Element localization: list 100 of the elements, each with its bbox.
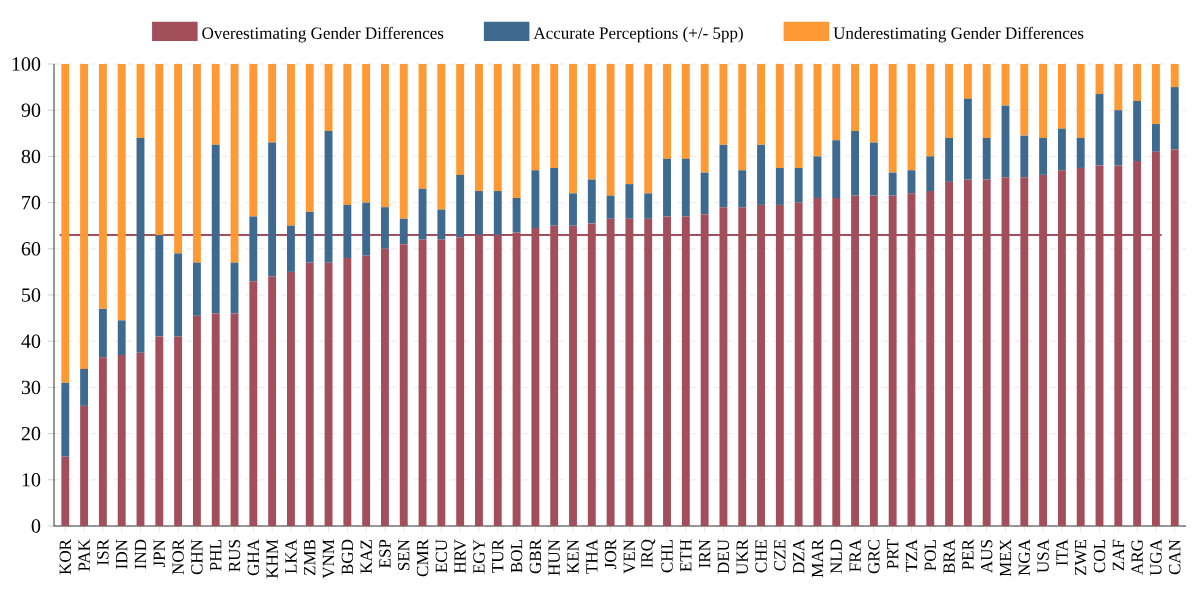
y-tick-label: 60 [21, 242, 41, 256]
bar [381, 248, 389, 526]
bar [625, 64, 634, 185]
x-tick-label: POL [924, 540, 936, 571]
x-tick-label: CHE [755, 539, 767, 573]
x-tick-label: BGD [341, 539, 354, 575]
bar [550, 64, 559, 168]
x-tick-label: UGA [1150, 539, 1162, 576]
bar [362, 64, 371, 203]
bar [1039, 64, 1048, 138]
bar [437, 239, 446, 526]
y-tick-label: 0 [31, 519, 41, 533]
bar [117, 64, 126, 321]
bar [945, 137, 954, 182]
x-tick-label: NGA [1018, 539, 1030, 576]
x-tick-label: CHL [661, 540, 673, 573]
x-tick-label: CMR [416, 539, 429, 577]
x-tick-label: PHL [210, 540, 222, 571]
x-tick-label: IDN [116, 539, 128, 569]
x-tick-label: PAK [78, 539, 90, 572]
bar [681, 64, 690, 159]
bar [268, 142, 277, 277]
bar [606, 195, 615, 219]
bar [700, 172, 709, 215]
bar [286, 64, 295, 226]
bar [832, 140, 841, 198]
bar [343, 258, 352, 526]
bar [1057, 128, 1066, 171]
bar [399, 218, 408, 245]
y-tick-label: 100 [12, 57, 41, 71]
bar [644, 64, 653, 194]
x-tick-label: GBR [529, 539, 542, 574]
bar [681, 158, 690, 217]
bar [794, 167, 803, 203]
bar [211, 313, 220, 526]
legend-label: Underestimating Gender Differences [833, 26, 1084, 43]
bar [437, 209, 446, 240]
bar [437, 64, 446, 210]
bar [1133, 100, 1142, 162]
bar [512, 64, 521, 198]
bar [587, 179, 596, 224]
bar [982, 137, 991, 180]
bar [418, 239, 427, 526]
bar [362, 255, 371, 526]
bar [1133, 64, 1142, 101]
bar [493, 64, 502, 192]
bar [738, 64, 747, 171]
bar [625, 184, 634, 219]
x-tick-label: NOR [172, 539, 184, 575]
y-tick-label: 50 [22, 288, 41, 302]
x-tick-label: BOL [510, 540, 523, 573]
x-tick-label: ECU [435, 539, 448, 573]
bar [1057, 64, 1066, 129]
x-tick-label: GHA [247, 539, 260, 576]
bar [117, 355, 126, 526]
bar [117, 320, 126, 356]
x-tick-label: SEN [398, 539, 410, 571]
bar [418, 64, 427, 189]
bar [512, 197, 521, 233]
bar [1076, 137, 1085, 168]
x-tick-label: VNM [322, 539, 335, 579]
bar [174, 253, 183, 337]
bar [80, 64, 89, 369]
bar [155, 234, 164, 337]
bar [155, 336, 164, 526]
bar [963, 98, 972, 180]
x-tick-label: PER [962, 539, 974, 570]
bar [249, 281, 258, 526]
bar [663, 64, 671, 159]
bar [644, 193, 653, 219]
x-tick-label: DEU [717, 539, 730, 574]
bar [211, 144, 220, 314]
bar [286, 271, 295, 526]
x-tick-label: PRT [887, 539, 899, 569]
bar [869, 142, 878, 196]
bar [362, 202, 371, 256]
bar [569, 193, 577, 226]
bar [1170, 87, 1179, 150]
y-tick-label: 20 [21, 426, 41, 441]
x-tick-label: IRQ [641, 539, 656, 568]
bar [1114, 110, 1123, 166]
bar [249, 216, 258, 282]
bar [738, 170, 747, 208]
x-tick-label: JPN [153, 539, 165, 568]
bar [381, 207, 389, 249]
bar [418, 188, 427, 240]
bar [475, 64, 483, 192]
legend-label: Overestimating Gender Differences [202, 26, 444, 43]
x-tick-label: CHN [191, 539, 203, 575]
x-tick-label: BRA [943, 539, 955, 574]
bar [531, 64, 540, 171]
x-tick-label: KEN [567, 539, 579, 574]
bar [888, 172, 897, 196]
bar [945, 64, 954, 138]
x-tick-label: MAR [811, 539, 824, 578]
bar [343, 204, 352, 259]
x-tick-label: JOR [604, 539, 617, 569]
bar [851, 130, 860, 196]
x-tick-label: CAN [1169, 539, 1181, 575]
bar [456, 237, 465, 526]
